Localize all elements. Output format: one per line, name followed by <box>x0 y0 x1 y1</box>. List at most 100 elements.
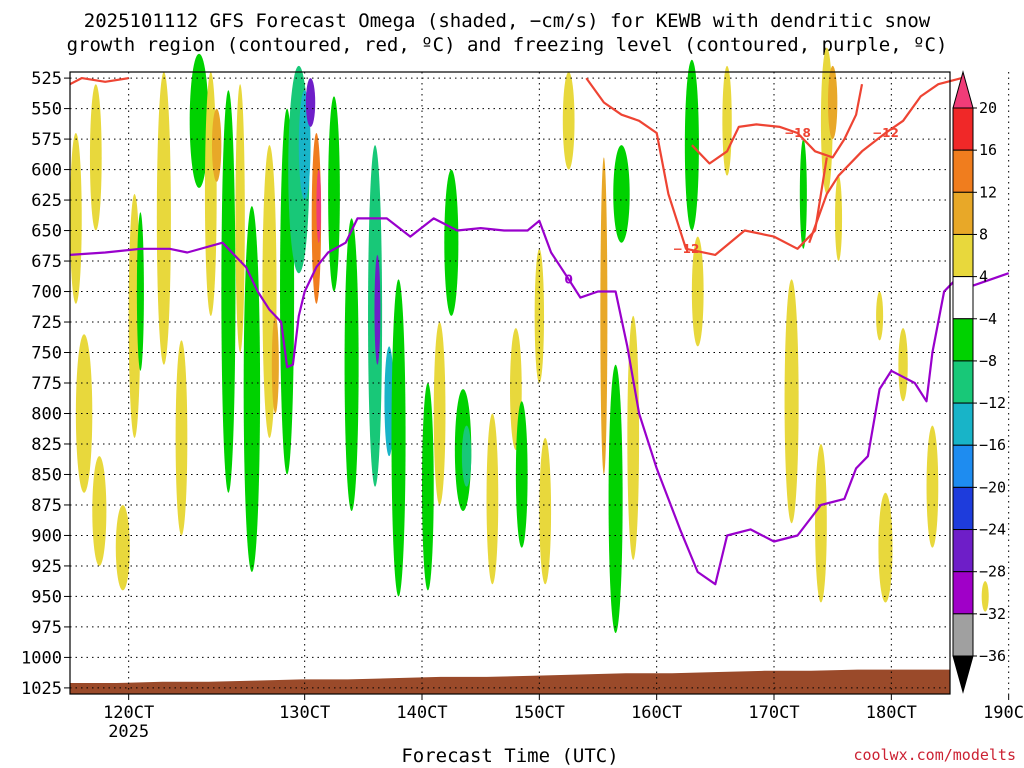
omega-region <box>461 425 472 487</box>
y-tick-label: 950 <box>31 587 62 607</box>
y-tick-label: 575 <box>31 130 62 150</box>
omega-region <box>722 65 732 176</box>
grid-lines <box>70 72 1010 694</box>
colorbar-tick-label: −12 <box>979 394 1006 412</box>
omega-region <box>534 248 545 383</box>
y-tick-label: 775 <box>31 374 62 394</box>
omega-region <box>344 218 359 512</box>
colorbar-tick-label: −20 <box>979 478 1006 496</box>
omega-region <box>422 383 434 591</box>
omega-region <box>211 108 222 182</box>
colorbar-tick-label: 16 <box>979 141 997 159</box>
omega-region <box>608 364 623 634</box>
colorbar-swatch <box>952 233 974 278</box>
omega-region <box>271 315 279 414</box>
ground-area <box>70 669 950 694</box>
colorbar-swatch <box>952 613 974 657</box>
y-tick-label: 975 <box>31 618 62 638</box>
contour-label: −18 <box>784 126 811 140</box>
colorbar-swatch <box>952 360 974 404</box>
x-tick-label: 160CT <box>631 703 682 723</box>
y-tick-label: 900 <box>31 526 62 546</box>
omega-region <box>799 139 807 249</box>
x-tick-label: 190CT <box>983 703 1024 723</box>
omega-region <box>70 132 82 304</box>
x-tick-label: 120CT <box>103 703 154 723</box>
x-tick-label: 150CT <box>514 703 565 723</box>
omega-region <box>898 328 908 402</box>
colorbar-tick-label: −36 <box>979 647 1006 665</box>
colorbar-swatch <box>952 571 974 615</box>
y-tick-label: 850 <box>31 465 62 485</box>
omega-region <box>562 72 575 170</box>
colorbar-swatch <box>952 444 974 488</box>
y-tick-label: 925 <box>31 557 62 577</box>
omega-region <box>115 504 130 591</box>
colorbar-triangle-top <box>952 70 974 109</box>
x-tick-label: 140CT <box>396 703 447 723</box>
omega-region <box>539 437 552 585</box>
ground-surface <box>70 669 950 694</box>
credit-link[interactable]: coolwx.com/modelts <box>853 746 1016 764</box>
colorbar-tick-label: −8 <box>979 352 997 370</box>
omega-region <box>391 279 406 597</box>
omega-region <box>175 340 188 536</box>
colorbar-tick-label: −28 <box>979 563 1006 581</box>
colorbar-tick-label: 20 <box>979 99 997 117</box>
colorbar: 20 16 12 8 4 −4 −8 −12 −16 −20 −24 −28 −32 −36 <box>952 70 1006 694</box>
omega-region <box>926 425 939 548</box>
contour-snow_left_isotherm <box>585 77 828 256</box>
omega-region <box>243 206 261 573</box>
omega-region <box>600 157 608 475</box>
colorbar-triangle-bottom <box>952 655 974 694</box>
x-axis-label: Forecast Time (UTC) <box>401 745 618 767</box>
omega-region <box>235 84 245 353</box>
contour-snow_right_isotherm <box>808 77 962 244</box>
omega-region <box>684 59 699 231</box>
colorbar-tick-label: 4 <box>979 268 988 286</box>
contour-label: 0 <box>564 272 572 286</box>
omega-region <box>876 291 884 341</box>
omega-region <box>136 212 144 371</box>
y-tick-label: 725 <box>31 313 62 333</box>
contour-label: −12 <box>872 126 899 140</box>
omega-region <box>156 72 171 365</box>
omega-region <box>374 254 381 365</box>
chart-title-line2: growth region (contoured, red, ºC) and f… <box>67 34 948 56</box>
y-tick-label: 675 <box>31 252 62 272</box>
y-tick-label: 750 <box>31 344 62 364</box>
y-tick-label: 550 <box>31 100 62 120</box>
colorbar-swatch <box>952 191 974 235</box>
omega-region <box>827 65 838 140</box>
omega-region <box>835 175 843 262</box>
omega-region <box>89 84 102 231</box>
omega-region <box>627 315 640 560</box>
colorbar-tick-label: 8 <box>979 225 988 243</box>
x-tick-label: 170CT <box>748 703 799 723</box>
colorbar-swatch <box>952 318 974 362</box>
y-tick-label: 1025 <box>21 679 62 699</box>
contour-freezing_level <box>69 217 1010 586</box>
colorbar-swatch <box>952 107 974 151</box>
colorbar-swatch <box>952 529 974 573</box>
omega-region <box>486 413 499 585</box>
contour-snow_upper_left <box>69 76 129 86</box>
colorbar-tick-label: 12 <box>979 183 997 201</box>
y-tick-label: 800 <box>31 404 62 424</box>
omega-shading <box>70 47 989 634</box>
omega-region <box>305 78 316 127</box>
omega-region <box>328 96 340 292</box>
omega-region <box>316 169 322 243</box>
contour-label: −12 <box>673 242 700 256</box>
omega-region <box>384 346 394 457</box>
y-tick-label: 700 <box>31 283 62 303</box>
x-tick-sublabel: 2025 <box>108 722 149 742</box>
y-tick-label: 650 <box>31 222 62 242</box>
contour-lines: −12 −18 −12 0 <box>69 76 1010 586</box>
colorbar-tick-label: −32 <box>979 605 1006 623</box>
omega-region <box>815 443 827 603</box>
omega-region <box>444 169 459 316</box>
colorbar-tick-label: −4 <box>979 310 997 328</box>
